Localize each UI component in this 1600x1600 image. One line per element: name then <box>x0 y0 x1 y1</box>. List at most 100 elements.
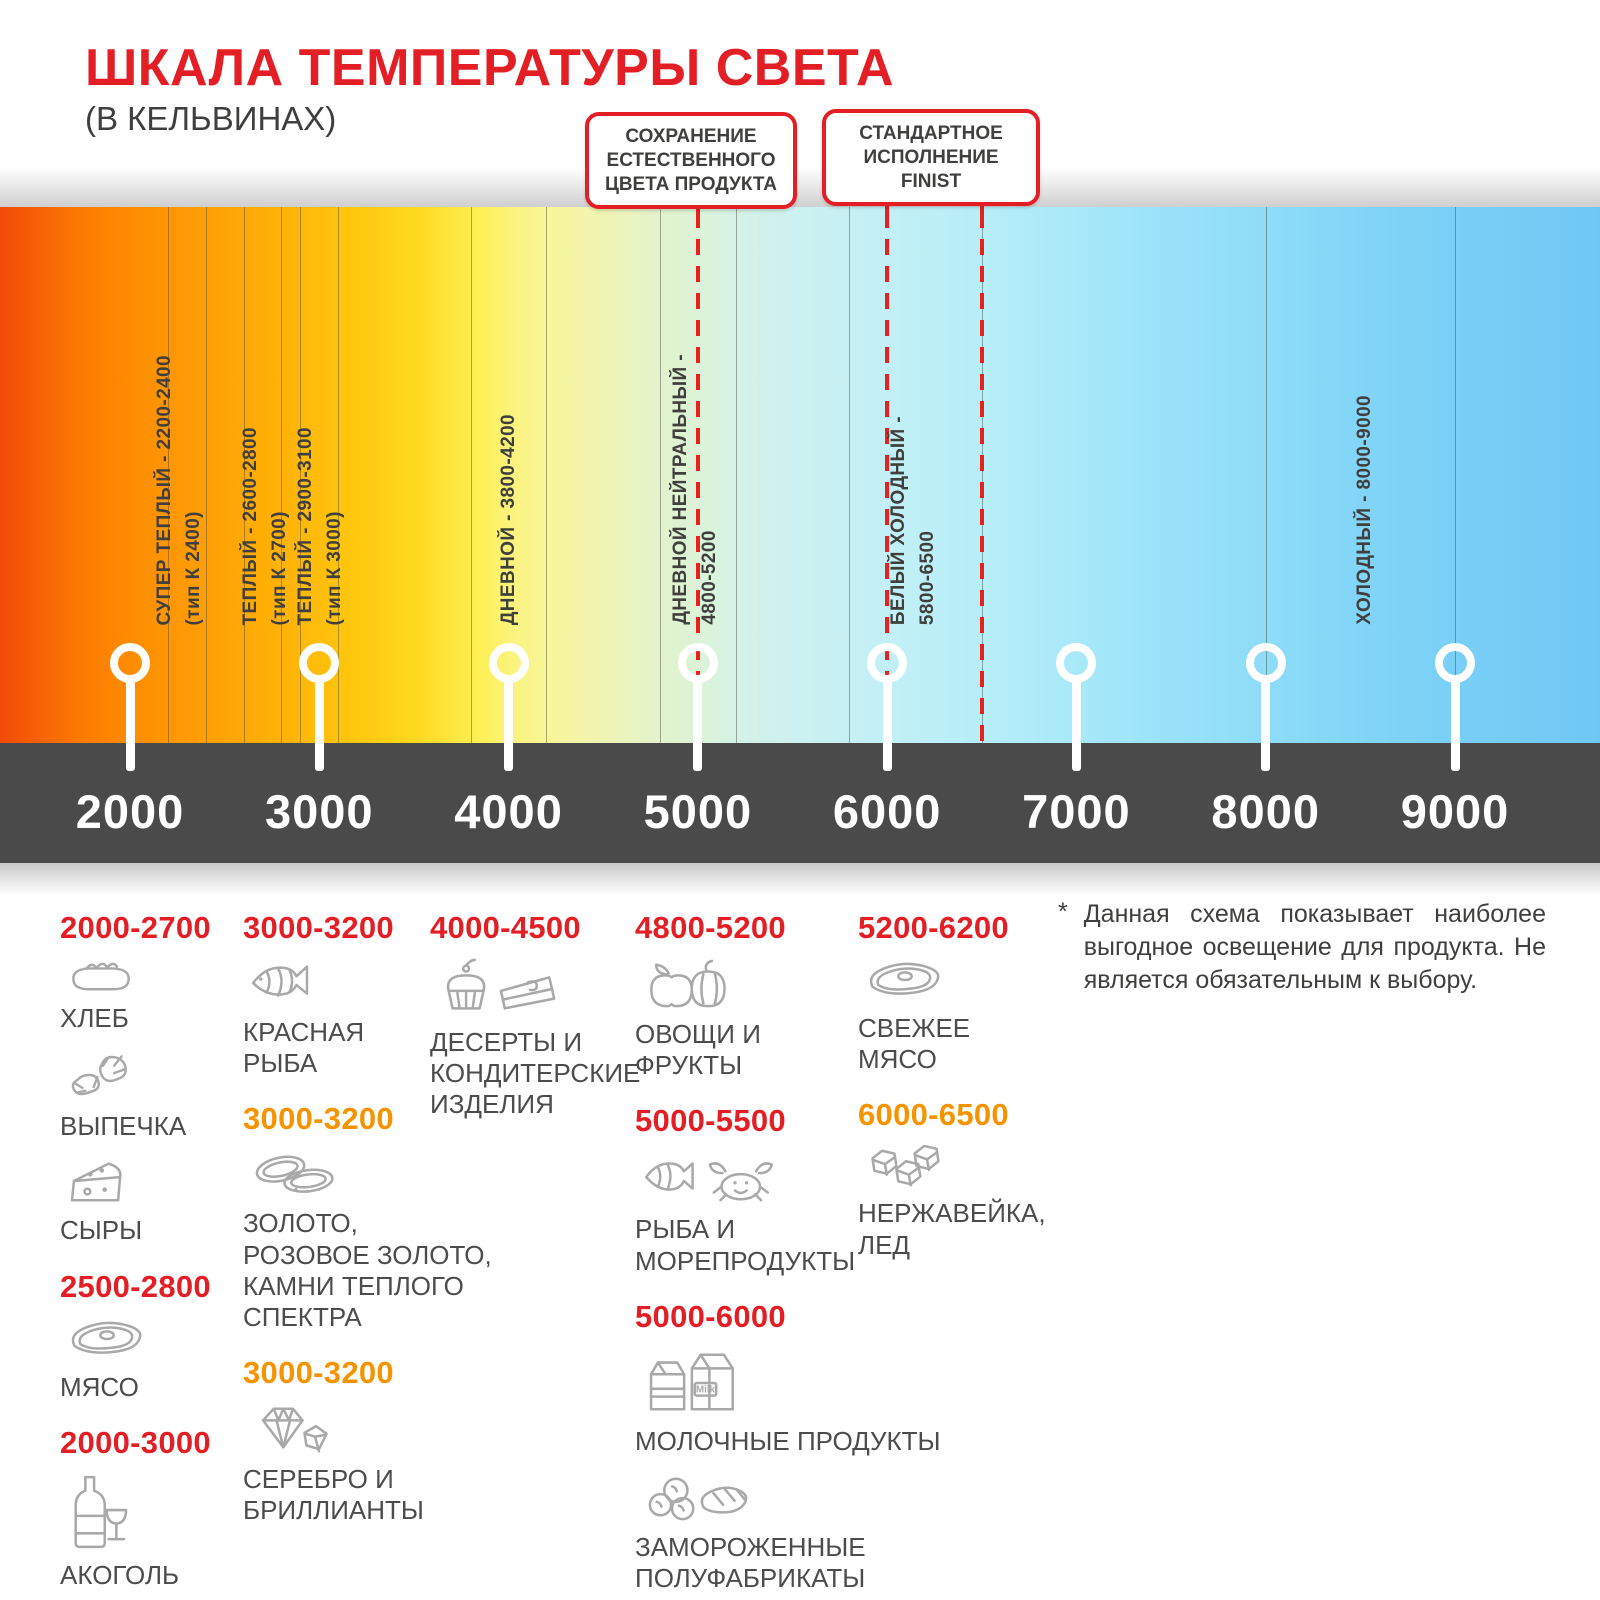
range-label-main: БЕЛЫЙ ХОЛОДНЫЙ - <box>888 415 909 625</box>
range-heading: 4800-5200 <box>635 910 786 945</box>
gridline-5800k <box>849 207 851 743</box>
range-group-6000-6500: 6000-6500 НЕРЖАВЕЙКА, ЛЕД <box>858 1097 1058 1260</box>
callout-line: ИСПОЛНЕНИЕ <box>863 146 999 168</box>
kelvin-axis-bar <box>0 743 1600 863</box>
marker-ring-7000k <box>1056 643 1097 683</box>
gridline-2400k <box>205 207 207 743</box>
category-item-label: СЫРЫ <box>60 1215 143 1246</box>
diamonds-icon <box>243 1403 428 1460</box>
range-heading: 4000-4500 <box>430 910 581 945</box>
callout-line: ЦВЕТА ПРОДУКТА <box>604 173 778 195</box>
range-label-6: БЕЛЫЙ ХОЛОДНЫЙ - 5800-6500 <box>884 416 942 625</box>
axis-tick-7000k: 7000 <box>1022 785 1131 838</box>
marker-ring-4000k <box>488 643 529 683</box>
marker-ring-5000k <box>677 643 718 683</box>
kelvin-gradient-bar <box>0 207 1600 743</box>
category-item-label: АКОГОЛЬ <box>60 1559 180 1590</box>
callout-finist-standard: СТАНДАРТНОЕ ИСПОЛНЕНИЕ FINIST <box>822 109 1040 207</box>
range-label-2: ТЕПЛЫЙ - 2600-2800 (тип К 2700) <box>236 427 294 625</box>
range-group-5200-6200: 5200-6200 СВЕЖЕЕ МЯСО <box>858 910 1058 1075</box>
range-heading: 5200-6200 <box>858 910 1009 945</box>
rings-icon <box>243 1149 428 1204</box>
axis-tick-3000k: 3000 <box>265 785 374 838</box>
category-item-label: ОВОЩИ И ФРУКТЫ <box>635 1019 761 1081</box>
gridline-2900k <box>300 207 302 743</box>
axis-tick-8000k: 8000 <box>1211 785 1320 838</box>
category-item: РЫБА И МОРЕПРОДУКТЫ <box>635 1151 870 1276</box>
category-item-label: КРАСНАЯ РЫБА <box>243 1017 365 1079</box>
fresh-meat-icon <box>858 958 1058 1009</box>
marker-ring-8000k <box>1245 643 1286 683</box>
range-label-main: ХОЛОДНЫЙ - 8000-9000 <box>1354 395 1375 625</box>
range-group-2000-2700: 2000-2700 ХЛЕБ ВЫПЕЧКА СЫРЫ <box>60 910 240 1247</box>
marker-stem-7000k <box>1071 679 1081 771</box>
gridline-3100k <box>338 207 340 743</box>
axis-tick-2000k: 2000 <box>75 785 185 838</box>
range-group-5000-6000: 5000-6000 Milk МОЛОЧНЫЕ ПРОДУКТЫ ЗАМОРОЖЕНН… <box>635 1299 941 1595</box>
marker-stem-2000k <box>125 679 135 771</box>
category-item-label: ХЛЕБ <box>60 1003 129 1033</box>
callout-line: СОХРАНЕНИЕ <box>625 126 757 147</box>
category-item-label: СВЕЖЕЕ МЯСО <box>858 1013 971 1075</box>
range-group-3000-3200: 3000-3200 КРАСНАЯ РЫБА <box>243 910 428 1079</box>
bread-icon <box>60 958 240 999</box>
fruits-vegetables-icon <box>635 958 870 1015</box>
guide-line-dashed-5000k <box>695 212 700 768</box>
axis-tick-4000k: 4000 <box>454 785 563 838</box>
range-group-4000-4500: 4000-4500 ДЕСЕРТЫ И КОНДИТЕРСКИЕ ИЗДЕЛИЯ <box>430 910 640 1121</box>
category-item: КРАСНАЯ РЫБА <box>243 958 428 1079</box>
category-item-label: СЕРЕБРО И БРИЛЛИАНТЫ <box>243 1464 424 1526</box>
category-item-label: ЗАМОРОЖЕННЫЕ ПОЛУФАБРИКАТЫ <box>635 1531 866 1594</box>
category-item: ХЛЕБ <box>60 958 240 1034</box>
axis-tick-9000k: 9000 <box>1400 785 1510 838</box>
callout-line: СТАНДАРТНОЕ <box>859 123 1003 144</box>
gridline-9000k <box>1455 207 1456 743</box>
category-item: СВЕЖЕЕ МЯСО <box>858 958 1058 1075</box>
range-label-5: ДНЕВНОЙ НЕЙТРАЛЬНЫЙ - 4800-5200 <box>666 354 724 625</box>
croissant-icon <box>60 1048 240 1107</box>
range-heading: 2000-3000 <box>60 1424 211 1460</box>
range-group-3000-3200: 3000-3200 ЗОЛОТО, РОЗОВОЕ ЗОЛОТО, КАМНИ Т… <box>243 1101 492 1333</box>
axis-tick-5000k: 5000 <box>643 785 753 838</box>
gridline-2600k <box>243 207 245 743</box>
range-label-sub: 5800-6500 <box>917 530 938 625</box>
range-heading: 3000-3200 <box>243 1355 394 1391</box>
marker-ring-9000k <box>1435 643 1475 683</box>
axis-bottom-shadow <box>0 863 1600 895</box>
seafood-icon <box>635 1151 870 1210</box>
category-column-2: 3000-3200 КРАСНАЯ РЫБА 3000-3200 ЗОЛОТО, РО… <box>243 910 492 1549</box>
gridline-5200k <box>735 207 737 743</box>
callout-natural-color-preservation: СОХРАНЕНИЕ ЕСТЕСТВЕННОГО ЦВЕТА ПРОДУКТА <box>585 112 797 210</box>
range-heading: 3000-3200 <box>243 1101 394 1137</box>
range-label-main: ДНЕВНОЙ НЕЙТРАЛЬНЫЙ - <box>670 354 691 625</box>
frozen-icon <box>635 1471 870 1528</box>
category-item-label: РЫБА И МОРЕПРОДУКТЫ <box>635 1214 856 1276</box>
category-item: СЕРЕБРО И БРИЛЛИАНТЫ <box>243 1403 428 1526</box>
cheese-icon <box>60 1156 240 1211</box>
range-label-main: СУПЕР ТЕПЛЫЙ - 2200-2400 <box>154 354 175 625</box>
axis-tick-6000k: 6000 <box>832 785 942 838</box>
range-heading: 2000-2700 <box>60 910 211 945</box>
category-item: ДЕСЕРТЫ И КОНДИТЕРСКИЕ ИЗДЕЛИЯ <box>430 958 640 1121</box>
range-label-sub: 4800-5200 <box>699 530 720 625</box>
range-group-3000-3200: 3000-3200 СЕРЕБРО И БРИЛЛИАНТЫ <box>243 1355 428 1526</box>
range-heading: 2500-2800 <box>60 1268 211 1304</box>
range-label-4: ДНЕВНОЙ - 3800-4200 <box>494 414 523 625</box>
range-label-sub: (тип К 2400) <box>183 510 204 625</box>
page-title: ШКАЛА ТЕМПЕРАТУРЫ СВЕТА <box>85 39 895 97</box>
category-item-label: НЕРЖАВЕЙКА, ЛЕД <box>858 1198 1046 1260</box>
marker-stem-9000k <box>1450 679 1460 771</box>
marker-ring-6000k <box>867 643 908 683</box>
gradient-top-shadow <box>0 168 1600 207</box>
marker-stem-5000k <box>693 679 703 771</box>
footnote: * Данная схема показывает наиболее выгод… <box>1058 898 1546 997</box>
marker-ring-2000k <box>110 643 150 683</box>
gridline-2200k <box>167 207 169 743</box>
category-item-label: МЯСО <box>60 1371 139 1402</box>
fish-icon <box>243 958 428 1013</box>
range-label-sub: (тип К 2700) <box>269 510 290 625</box>
svg-text:Milk: Milk <box>696 1384 715 1395</box>
category-item: ОВОЩИ И ФРУКТЫ <box>635 958 870 1081</box>
alcohol-icon <box>60 1473 240 1556</box>
gridline-4200k <box>546 207 548 743</box>
